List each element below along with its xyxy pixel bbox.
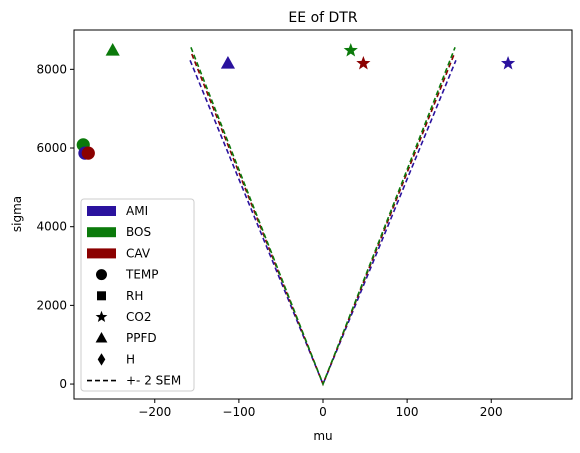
legend-label-cav: CAV bbox=[126, 246, 151, 260]
x-tick-label: 200 bbox=[480, 405, 503, 419]
sem-line-bos bbox=[190, 47, 456, 387]
y-tick-label: 2000 bbox=[36, 298, 67, 312]
legend-label-co2: CO2 bbox=[126, 310, 151, 324]
sem-lines bbox=[189, 47, 457, 387]
legend-label-h: H bbox=[126, 352, 135, 366]
x-tick-label: −100 bbox=[222, 405, 255, 419]
legend-marker-ppfd bbox=[95, 332, 108, 343]
y-axis-label: sigma bbox=[10, 196, 24, 232]
x-axis-ticks: −200 −100 0 100 200 bbox=[138, 399, 503, 419]
point-cav-temp bbox=[81, 146, 95, 160]
legend-label-rh: RH bbox=[126, 289, 143, 303]
sem-line-ami bbox=[189, 59, 457, 387]
legend-label-ppfd: PPFD bbox=[126, 331, 157, 345]
legend-marker-co2 bbox=[95, 310, 108, 323]
point-bos-ppfd bbox=[105, 43, 120, 56]
legend: AMI BOS CAV TEMP RH CO2 PPFD H +- 2 SEM bbox=[80, 198, 195, 392]
chart-title: EE of DTR bbox=[288, 10, 357, 26]
legend-marker-h bbox=[97, 353, 106, 366]
legend-label-temp: TEMP bbox=[125, 268, 159, 282]
legend-box bbox=[80, 198, 195, 392]
y-tick-label: 6000 bbox=[36, 141, 67, 155]
y-tick-label: 0 bbox=[59, 377, 67, 391]
x-tick-label: −200 bbox=[138, 405, 171, 419]
legend-marker-temp bbox=[96, 269, 107, 281]
legend-swatch-bos bbox=[87, 227, 116, 238]
y-axis-ticks: 0 2000 4000 6000 8000 bbox=[36, 62, 74, 391]
point-ami-co2 bbox=[500, 56, 516, 70]
y-tick-label: 8000 bbox=[36, 62, 67, 76]
point-bos-co2 bbox=[343, 43, 358, 57]
x-tick-label: 100 bbox=[396, 405, 419, 419]
legend-label-sem: +- 2 SEM bbox=[126, 374, 181, 388]
point-cav-co2 bbox=[356, 56, 371, 70]
legend-label-ami: AMI bbox=[126, 204, 148, 218]
sem-line-cav bbox=[191, 53, 455, 387]
legend-swatch-ami bbox=[87, 206, 116, 216]
data-points bbox=[76, 43, 516, 160]
legend-swatch-cav bbox=[87, 248, 116, 259]
x-tick-label: 0 bbox=[319, 405, 327, 419]
x-axis-label: mu bbox=[313, 429, 332, 443]
point-ami-ppfd bbox=[220, 55, 236, 69]
legend-label-bos: BOS bbox=[126, 225, 151, 239]
y-tick-label: 4000 bbox=[36, 220, 67, 234]
legend-marker-rh bbox=[97, 291, 106, 301]
